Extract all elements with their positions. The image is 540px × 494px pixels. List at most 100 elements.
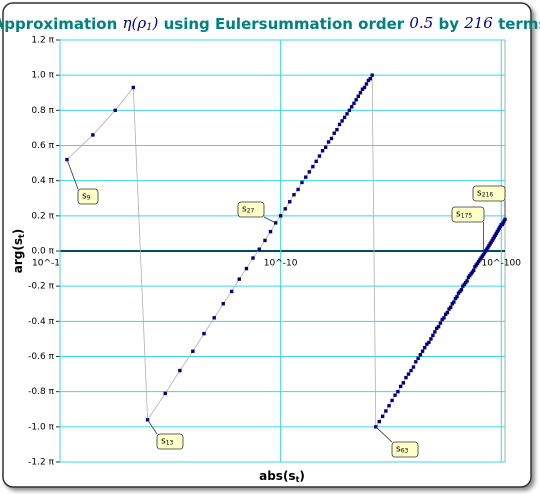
callout-subscript: 9 <box>87 194 91 201</box>
point <box>427 340 431 345</box>
point <box>326 140 331 144</box>
point <box>423 346 427 350</box>
point <box>288 200 292 204</box>
point <box>486 245 490 250</box>
point <box>323 145 328 149</box>
callout-text: s <box>161 436 166 446</box>
point <box>396 389 400 394</box>
point <box>420 349 425 353</box>
point <box>458 289 462 294</box>
point <box>358 91 363 95</box>
point <box>462 282 466 287</box>
point <box>501 221 505 225</box>
callout-leader <box>66 159 79 190</box>
point <box>329 136 334 141</box>
point <box>387 404 391 408</box>
point <box>268 229 273 234</box>
y-tick-label: 0.6 π <box>31 141 54 151</box>
callout-label: s63 <box>396 444 409 454</box>
point <box>447 307 451 311</box>
point <box>488 242 492 246</box>
point <box>406 372 411 376</box>
x-tick-label: 10^-100 <box>482 259 522 269</box>
point <box>491 236 495 241</box>
point <box>398 384 403 389</box>
x-axis-label: abs(st) <box>259 469 305 484</box>
callout-label: s9 <box>82 191 91 201</box>
point <box>377 419 381 424</box>
callout-text: s <box>456 209 461 219</box>
callout-text: s <box>477 188 482 198</box>
point <box>366 78 371 83</box>
y-tick-label: 1.2 π <box>31 36 54 46</box>
callout-box <box>472 185 506 202</box>
point <box>401 381 406 385</box>
point <box>476 259 481 264</box>
y-tick-label: -1.2 π <box>28 458 54 468</box>
point <box>411 365 416 369</box>
point <box>456 291 461 295</box>
point <box>489 240 493 244</box>
point <box>474 263 478 267</box>
y-tick-label: -1.0 π <box>28 422 54 432</box>
point <box>244 266 249 271</box>
point <box>490 238 494 243</box>
y-tick-label: 0.4 π <box>31 176 54 186</box>
point <box>502 219 506 223</box>
point <box>364 82 369 86</box>
point <box>450 302 454 306</box>
point <box>307 170 312 174</box>
point <box>416 356 420 360</box>
y-tick-label: -0.2 π <box>28 282 54 292</box>
point <box>113 108 117 113</box>
callout-subscript: 175 <box>461 212 473 219</box>
point <box>495 229 500 234</box>
callout-box <box>77 188 99 205</box>
y-tick-label: 0.2 π <box>31 211 54 221</box>
point <box>445 310 450 315</box>
x-tick-label: 10^-1 <box>32 259 60 269</box>
y-tick-label: -0.6 π <box>28 352 54 362</box>
point <box>440 317 444 322</box>
point <box>461 284 465 288</box>
callout-subscript: 13 <box>166 439 174 446</box>
callout: s216 <box>472 185 506 220</box>
point <box>304 175 308 179</box>
callout-box <box>156 433 184 450</box>
point <box>202 331 206 336</box>
callout-leader <box>375 426 393 443</box>
point <box>352 101 356 105</box>
callout-leader <box>263 216 276 224</box>
point <box>448 305 453 309</box>
point <box>374 425 378 429</box>
point <box>91 133 95 137</box>
point <box>251 256 255 260</box>
point <box>436 324 441 329</box>
point <box>347 108 352 113</box>
point <box>404 375 408 380</box>
point <box>300 180 304 185</box>
callout: s175 <box>451 206 485 255</box>
point <box>471 268 476 273</box>
point <box>438 321 443 325</box>
point <box>332 131 336 135</box>
point <box>480 254 484 258</box>
point <box>425 342 429 346</box>
point <box>487 244 491 248</box>
y-tick-label: -0.8 π <box>28 387 54 397</box>
point <box>390 398 394 403</box>
point <box>409 368 413 373</box>
point <box>337 122 342 127</box>
y-tick-label: 0.0 π <box>31 247 54 257</box>
point <box>368 76 372 81</box>
point <box>314 159 318 164</box>
callout-box <box>451 206 485 223</box>
callout-label: s13 <box>161 436 174 446</box>
point <box>475 261 480 266</box>
point <box>492 235 496 239</box>
point <box>493 233 498 237</box>
point <box>429 337 433 341</box>
y-tick-label: -0.4 π <box>28 317 54 327</box>
callout: s13 <box>147 419 184 450</box>
